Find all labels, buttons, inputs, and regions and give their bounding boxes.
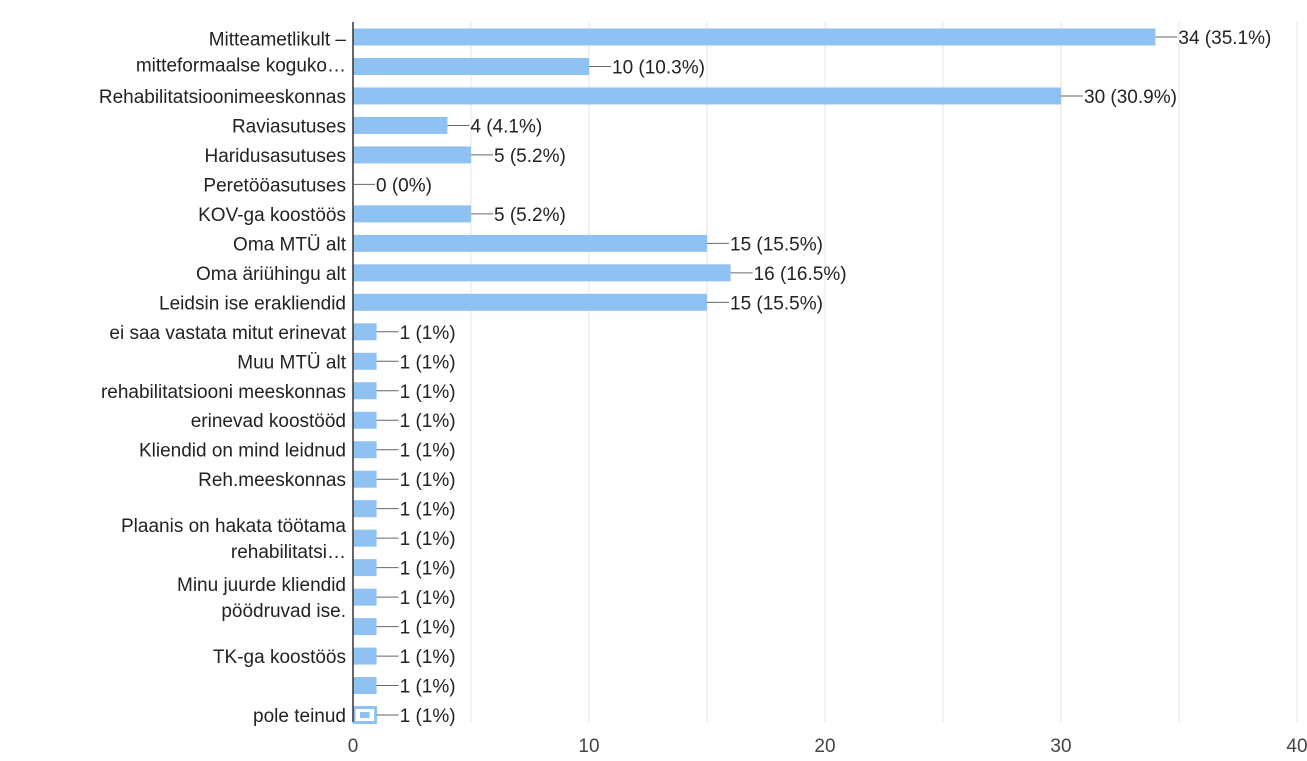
bar[interactable] <box>353 677 377 695</box>
data-label: 1 (1%) <box>400 559 456 580</box>
category-label-line: Rehabilitatsioonimeeskonnas <box>99 87 346 108</box>
data-label: 5 (5.2%) <box>494 205 566 226</box>
category-label: Rehabilitatsioonimeeskonnas <box>99 87 346 108</box>
data-label: 4 (4.1%) <box>470 116 542 137</box>
category-label-line: rehabilitatsi… <box>231 542 346 563</box>
category-label-line: KOV-ga koostöös <box>198 205 346 226</box>
bar[interactable] <box>353 618 377 636</box>
bar[interactable] <box>353 293 707 311</box>
category-label-line: Oma äriühingu alt <box>196 264 347 285</box>
data-label: 5 (5.2%) <box>494 146 566 167</box>
category-label: Mitteametlikult – mitteformaalse koguko… <box>136 30 347 77</box>
bar[interactable] <box>353 87 1061 105</box>
category-label: Reh.meeskonnas <box>198 470 346 491</box>
data-label: 1 (1%) <box>400 411 456 432</box>
bar[interactable] <box>353 146 471 164</box>
x-tick-label: 30 <box>1050 736 1071 757</box>
category-label: Muu MTÜ alt <box>237 352 346 373</box>
category-label-line: Raviasutuses <box>232 116 346 137</box>
category-label: pole teinud <box>253 706 346 727</box>
x-tick-label: 0 <box>348 736 359 757</box>
category-label-line: Peretööasutuses <box>203 175 346 196</box>
data-label: 1 (1%) <box>400 323 456 344</box>
axes: 0 10 20 30 40 <box>348 22 1307 757</box>
category-label-line: Haridusasutuses <box>204 146 346 167</box>
data-label: 1 (1%) <box>400 529 456 550</box>
category-label-line: Kliendid on mind leidnud <box>139 441 346 462</box>
category-label: Oma äriühingu alt <box>196 264 347 285</box>
data-label: 34 (35.1%) <box>1178 28 1271 49</box>
category-label-line: erinevad koostööd <box>191 411 346 432</box>
bar[interactable] <box>353 57 589 75</box>
category-label: Minu juurde kliendid pöödruvad ise. <box>177 575 346 622</box>
bar-selected-fill <box>360 712 370 719</box>
data-label: 30 (30.9%) <box>1084 87 1177 108</box>
bar[interactable] <box>353 264 731 282</box>
bar[interactable] <box>353 588 377 606</box>
category-label: Oma MTÜ alt <box>233 234 347 255</box>
category-label-line: Oma MTÜ alt <box>233 234 347 255</box>
x-tick-label: 40 <box>1286 736 1307 757</box>
data-label: 16 (16.5%) <box>754 264 847 285</box>
category-label-line: Reh.meeskonnas <box>198 470 346 491</box>
category-label-line: ei saa vastata mitut erinevat <box>109 323 346 344</box>
category-label-line: Minu juurde kliendid <box>177 575 346 596</box>
bar[interactable] <box>353 411 377 429</box>
data-label: 15 (15.5%) <box>730 293 823 314</box>
data-label: 1 (1%) <box>400 677 456 698</box>
category-label-line: TK-ga koostöös <box>213 647 346 668</box>
bar[interactable] <box>353 352 377 370</box>
category-label: Raviasutuses <box>232 116 346 137</box>
category-label: erinevad koostööd <box>191 411 346 432</box>
category-label-line: Mitteametlikult – <box>209 30 347 51</box>
data-label: 15 (15.5%) <box>730 234 823 255</box>
category-label: Leidsin ise erakliendid <box>159 293 346 314</box>
category-label-line: Plaanis on hakata töötama <box>121 516 346 537</box>
category-label: KOV-ga koostöös <box>198 205 346 226</box>
category-label: rehabilitatsiooni meeskonnas <box>101 382 346 403</box>
bar[interactable] <box>353 234 707 252</box>
bar[interactable] <box>353 500 377 518</box>
bar[interactable] <box>353 116 448 134</box>
data-label: 1 (1%) <box>400 382 456 403</box>
bars <box>352 28 1156 725</box>
bar[interactable] <box>353 647 377 665</box>
bar[interactable] <box>353 441 377 459</box>
data-label: 1 (1%) <box>400 441 456 462</box>
category-label: ei saa vastata mitut erinevat <box>109 323 346 344</box>
bar[interactable] <box>353 28 1156 46</box>
category-label-line: pole teinud <box>253 706 346 727</box>
category-label: Haridusasutuses <box>204 146 346 167</box>
bar[interactable] <box>353 205 471 223</box>
category-label-line: rehabilitatsiooni meeskonnas <box>101 382 346 403</box>
bar[interactable] <box>353 323 377 341</box>
data-label: 1 (1%) <box>400 470 456 491</box>
bar[interactable] <box>353 559 377 577</box>
labels: 34 (35.1%) Mitteametlikult – mitteformaals… <box>99 28 1272 727</box>
category-label: Kliendid on mind leidnud <box>139 441 346 462</box>
x-tick-label: 20 <box>814 736 835 757</box>
category-label-line: Leidsin ise erakliendid <box>159 293 346 314</box>
bar[interactable] <box>353 529 377 547</box>
category-label-line: pöödruvad ise. <box>221 601 346 622</box>
category-label: Peretööasutuses <box>203 175 346 196</box>
data-label: 1 (1%) <box>400 500 456 521</box>
category-label-line: mitteformaalse koguko… <box>136 56 346 77</box>
grid-lines <box>470 22 1298 722</box>
data-label: 0 (0%) <box>376 175 432 196</box>
data-label: 1 (1%) <box>400 706 456 727</box>
data-label: 1 (1%) <box>400 618 456 639</box>
bar[interactable] <box>353 470 377 488</box>
bar[interactable] <box>353 382 377 400</box>
category-label: Plaanis on hakata töötama rehabilitatsi… <box>121 516 346 563</box>
data-label: 1 (1%) <box>400 588 456 609</box>
data-label: 1 (1%) <box>400 352 456 373</box>
x-tick-label: 10 <box>578 736 599 757</box>
category-label-line: Muu MTÜ alt <box>237 352 346 373</box>
data-label: 10 (10.3%) <box>612 57 705 78</box>
category-label: TK-ga koostöös <box>213 647 346 668</box>
data-label: 1 (1%) <box>400 647 456 668</box>
